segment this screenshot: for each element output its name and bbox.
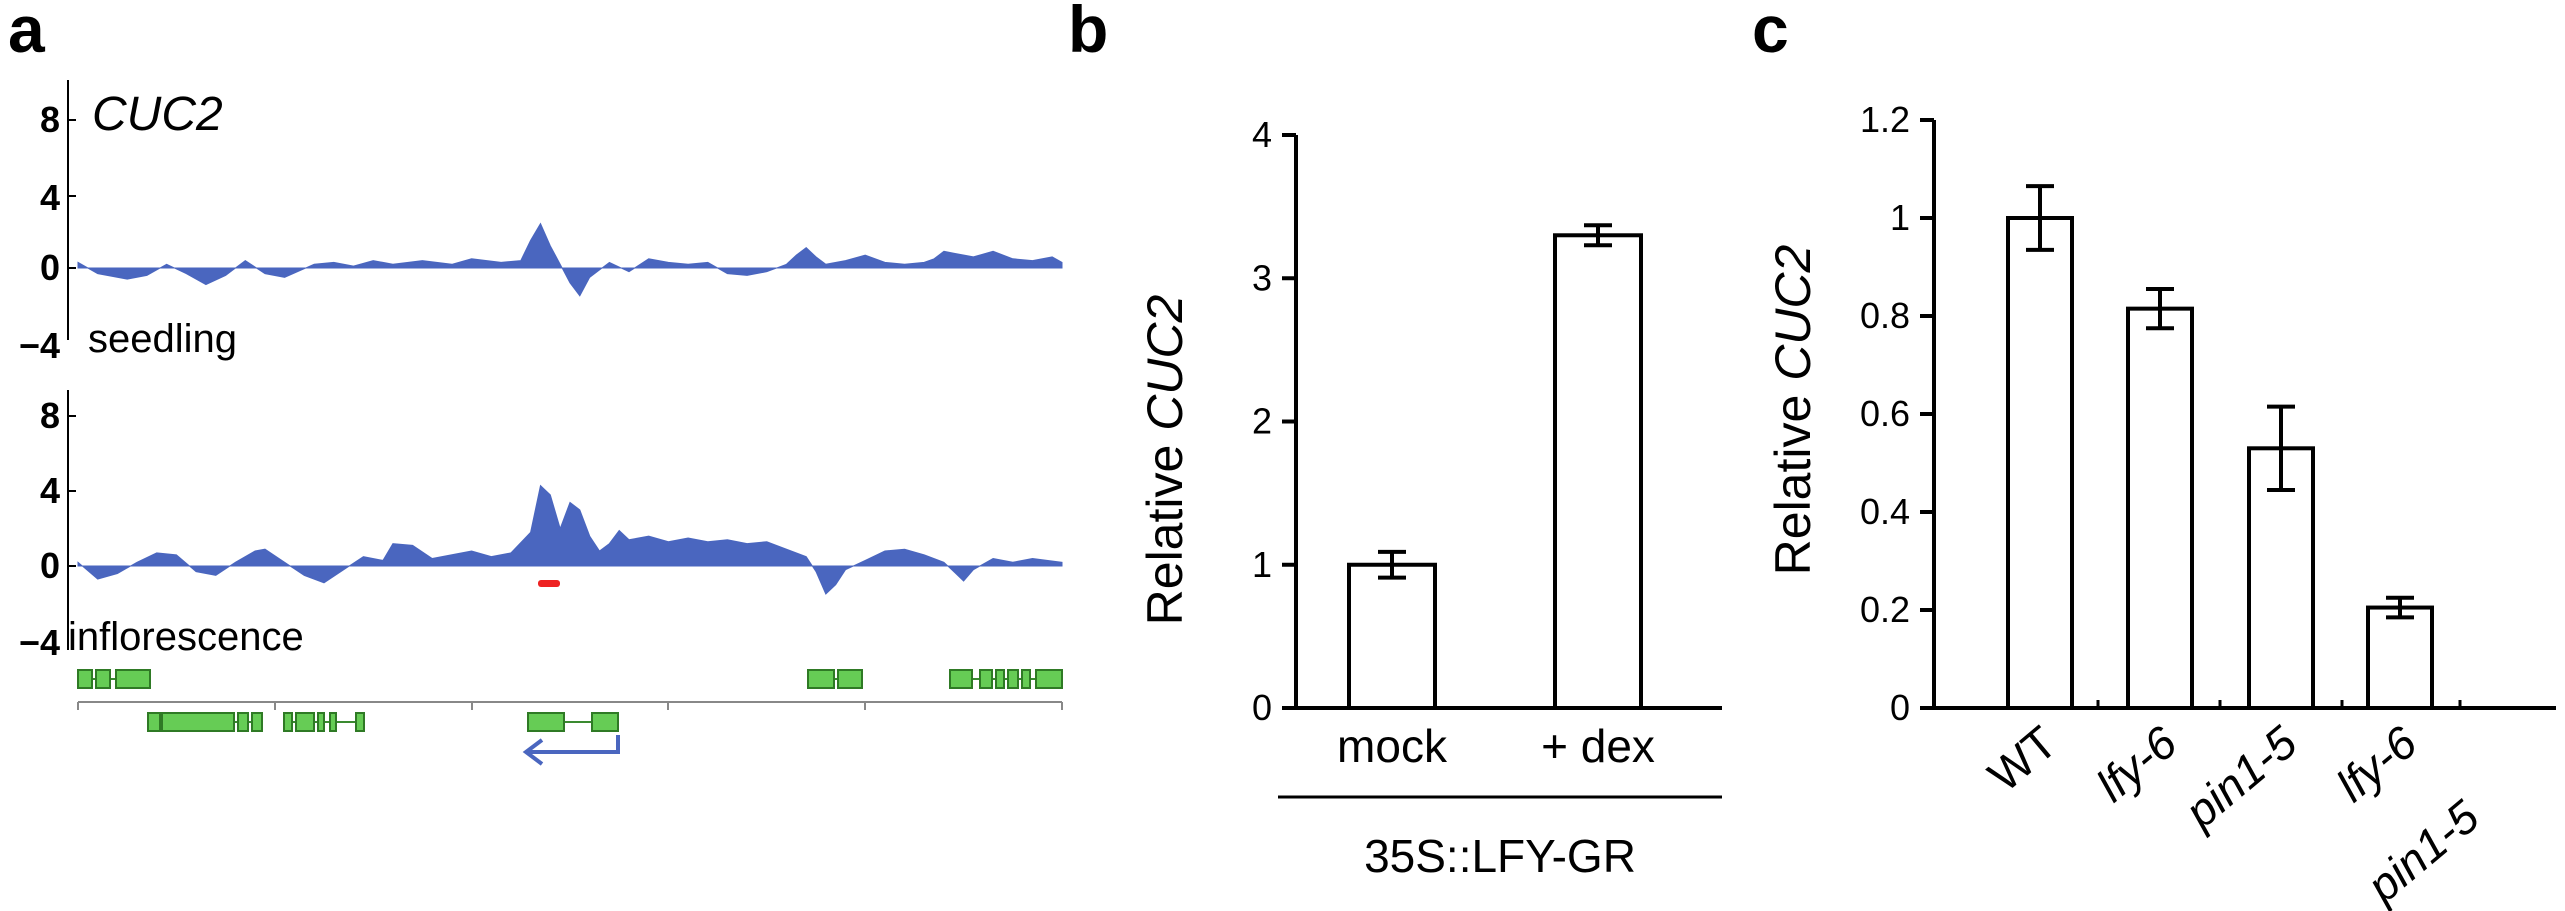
inflorescence-signal-area <box>77 484 1063 595</box>
bar <box>2126 306 2194 710</box>
exon-block <box>237 712 249 732</box>
panel-b-y-axis-label-gene: CUC2 <box>1137 294 1193 430</box>
bar <box>1347 562 1437 710</box>
panel-b-group-label: 35S::LFY-GR <box>1364 830 1636 882</box>
category-label: mock <box>1337 720 1448 772</box>
panel-a: a 8 4 0 −4 CUC2 seedling 8 4 0 −4 <box>8 0 1063 766</box>
category-label: lfy-6 <box>2086 716 2186 812</box>
direction-arrow-icon <box>526 735 620 754</box>
exon-block <box>995 669 1005 689</box>
y-tick-label: 2 <box>1252 401 1272 442</box>
y-tick-label: 0.2 <box>1860 589 1910 630</box>
category-label: + dex <box>1541 720 1655 772</box>
seedling-tick-0: 0 <box>40 247 60 288</box>
panel-c-y-axis-label-prefix: Relative <box>1765 395 1821 576</box>
gene-label: CUC2 <box>92 88 223 141</box>
exon-block <box>527 712 565 732</box>
seedling-tick-8: 8 <box>40 99 60 140</box>
bar <box>2366 605 2434 710</box>
panel-letter-c: c <box>1752 0 1789 66</box>
y-tick-label: 0.8 <box>1860 295 1910 336</box>
exon-block <box>77 669 93 689</box>
exon-block <box>115 669 151 689</box>
inflorescence-tick-4: 4 <box>40 470 60 511</box>
y-tick-label: 1 <box>1890 197 1910 238</box>
exon-block <box>295 712 315 732</box>
category-label: lfy-6 <box>2326 716 2426 812</box>
exon-block <box>251 712 263 732</box>
inflorescence-tick-minus4: −4 <box>19 622 60 663</box>
exon-block <box>317 712 325 732</box>
exon-block <box>591 712 619 732</box>
exon-block <box>147 712 161 732</box>
exon-block <box>1035 669 1063 689</box>
category-label: WT <box>1978 716 2066 802</box>
y-tick-label: 0 <box>1890 687 1910 728</box>
exon-block <box>949 669 973 689</box>
category-label: pin1-5 <box>2174 716 2307 840</box>
bar <box>2006 216 2074 710</box>
panel-c-y-axis-label: Relative CUC2 <box>1765 244 1821 575</box>
seedling-signal-area <box>77 222 1063 297</box>
panel-b: b Relative CUC2 0 1 2 3 4 mock + dex 35S::LFY… <box>1068 0 1722 882</box>
panel-letter-b: b <box>1068 0 1108 66</box>
panel-c-y-axis-label-gene: CUC2 <box>1765 244 1821 380</box>
inflorescence-track: 8 4 0 −4 inflorescence <box>19 390 1063 663</box>
seedling-label: seedling <box>88 317 237 361</box>
y-tick-label: 4 <box>1252 114 1272 155</box>
panel-c-bars <box>2006 184 2434 710</box>
y-tick-label: 0 <box>1252 687 1272 728</box>
seedling-tick-4: 4 <box>40 177 60 218</box>
panel-c: c Relative CUC2 00.20.40.60.811.2 WT lfy-… <box>1752 0 2556 911</box>
panel-b-y-axis-label: Relative CUC2 <box>1137 294 1193 625</box>
panel-letter-a: a <box>8 0 46 66</box>
panel-b-y-ticks: 0 1 2 3 4 <box>1252 114 1296 728</box>
y-tick-label: 0.6 <box>1860 393 1910 434</box>
exon-block <box>979 669 993 689</box>
exon-block <box>1021 669 1031 689</box>
exon-block <box>807 669 835 689</box>
gene-models <box>77 669 1063 766</box>
panel-b-category-labels: mock + dex <box>1337 720 1655 772</box>
exon-block <box>329 712 337 732</box>
panel-b-y-axis-label-prefix: Relative <box>1137 445 1193 626</box>
category-label: pin1-5 <box>2356 790 2489 911</box>
y-tick-label: 3 <box>1252 257 1272 298</box>
y-tick-label: 1.2 <box>1860 99 1910 140</box>
inflorescence-tick-0: 0 <box>40 545 60 586</box>
exon-block <box>95 669 111 689</box>
direction-arrowhead-icon <box>522 738 544 766</box>
exon-block <box>161 712 235 732</box>
y-tick-label: 0.4 <box>1860 491 1910 532</box>
seedling-tick-minus4: −4 <box>19 325 60 366</box>
inflorescence-label: inflorescence <box>68 615 304 659</box>
exon-block <box>1007 669 1019 689</box>
panel-b-bars <box>1347 223 1643 710</box>
panel-c-y-ticks: 0 0.2 0.4 0.6 0.8 1 1.2 <box>1860 99 2462 728</box>
y-tick-label: 1 <box>1252 544 1272 585</box>
inflorescence-tick-8: 8 <box>40 395 60 436</box>
exon-block <box>283 712 293 732</box>
exon-block <box>837 669 863 689</box>
bar <box>1553 233 1643 710</box>
peak-marker <box>538 580 560 587</box>
exon-block <box>355 712 365 732</box>
seedling-track: 8 4 0 −4 CUC2 seedling <box>19 80 1063 366</box>
